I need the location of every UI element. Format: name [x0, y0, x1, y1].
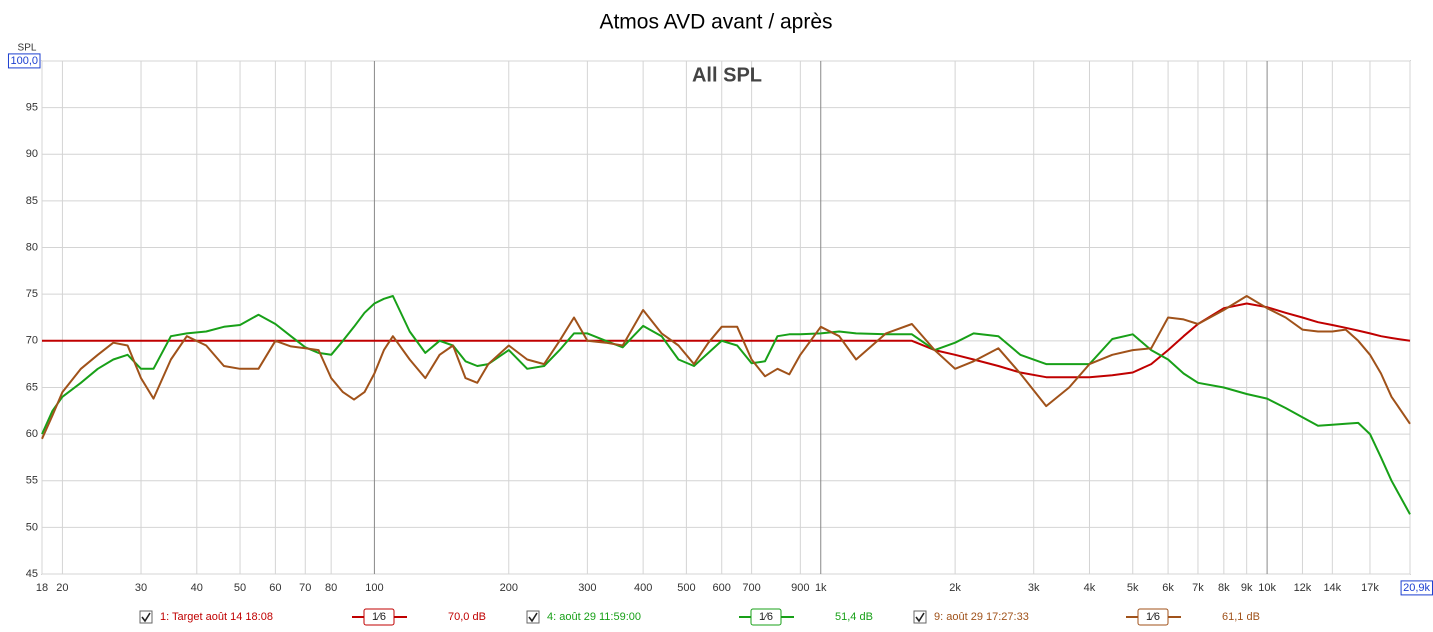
legend-level: 51,4 dB: [835, 611, 873, 623]
legend-smoothing: 1⁄6: [1146, 611, 1160, 623]
legend-smoothing: 1⁄6: [759, 611, 773, 623]
x-tick-label: 50: [234, 582, 246, 594]
series-line: [41, 295, 1411, 440]
x-tick-label: 400: [634, 582, 652, 594]
x-tick-label: 20,9k: [1403, 582, 1430, 594]
legend-smoothing: 1⁄6: [372, 611, 386, 623]
x-tick-label: 4k: [1084, 582, 1096, 594]
y-tick-label: 85: [26, 195, 38, 207]
x-tick-label: 900: [791, 582, 809, 594]
legend-name: 1: Target août 14 18:08: [160, 611, 273, 623]
plot-subtitle: All SPL: [692, 64, 762, 86]
x-tick-label: 40: [191, 582, 203, 594]
x-tick-label: 3k: [1028, 582, 1040, 594]
y-tick-label: 60: [26, 428, 38, 440]
series-line: [42, 302, 1411, 379]
legend-swatch-box: [363, 608, 395, 626]
x-tick-label: 60: [269, 582, 281, 594]
x-tick-label: 6k: [1162, 582, 1174, 594]
x-tick-label: 100: [365, 582, 383, 594]
y-tick-label: 90: [26, 148, 38, 160]
x-tick-label: 30: [135, 582, 147, 594]
x-tick-label: 12k: [1294, 582, 1312, 594]
y-tick-label: 50: [26, 521, 38, 533]
x-tick-label: 200: [500, 582, 518, 594]
y-tick-label: 75: [26, 288, 38, 300]
y-tick-label: 70: [26, 335, 38, 347]
legend-swatch-box: [1137, 608, 1169, 626]
legend-level: 70,0 dB: [448, 611, 486, 623]
legend-check: [528, 612, 538, 623]
series-line: [41, 295, 1411, 515]
legend-name: 4: août 29 11:59:00: [547, 611, 641, 623]
legend-check: [915, 612, 925, 623]
x-tick-label: 5k: [1127, 582, 1139, 594]
x-tick-label: 80: [325, 582, 337, 594]
x-tick-label: 1k: [815, 582, 827, 594]
x-tick-label: 20: [56, 582, 68, 594]
x-tick-label: 700: [742, 582, 760, 594]
y-tick-label: 45: [26, 568, 38, 580]
legend-swatch-box: [750, 608, 782, 626]
x-tick-label: 7k: [1192, 582, 1204, 594]
x-tick-label: 500: [677, 582, 695, 594]
legend-checkbox: [913, 610, 927, 624]
y-tick-label: 55: [26, 475, 38, 487]
x-tick-label: 17k: [1361, 582, 1379, 594]
y-axis-label: SPL: [18, 43, 37, 54]
legend-name: 9: août 29 17:27:33: [934, 611, 1029, 623]
x-tick-label: 8k: [1218, 582, 1230, 594]
x-tick-label: 10k: [1258, 582, 1276, 594]
x-tick-label: 9k: [1241, 582, 1253, 594]
axis-end-box: [1400, 580, 1433, 596]
x-tick-label: 600: [713, 582, 731, 594]
x-tick-label: 2k: [949, 582, 961, 594]
legend-checkbox: [526, 610, 540, 624]
x-tick-label: 300: [578, 582, 596, 594]
x-tick-label: 18: [36, 582, 48, 594]
x-tick-label: 70: [299, 582, 311, 594]
legend-check: [141, 612, 151, 623]
y-tick-label: 95: [26, 102, 38, 114]
y-tick-label: 100,0: [10, 55, 38, 67]
x-tick-label: 14k: [1323, 582, 1341, 594]
legend-checkbox: [139, 610, 153, 624]
legend-level: 61,1 dB: [1222, 611, 1260, 623]
plot-frame: [41, 60, 1411, 575]
chart-title: Atmos AVD avant / après: [599, 11, 832, 34]
axis-end-box: [7, 53, 41, 69]
y-tick-label: 80: [26, 241, 38, 253]
y-tick-label: 65: [26, 381, 38, 393]
